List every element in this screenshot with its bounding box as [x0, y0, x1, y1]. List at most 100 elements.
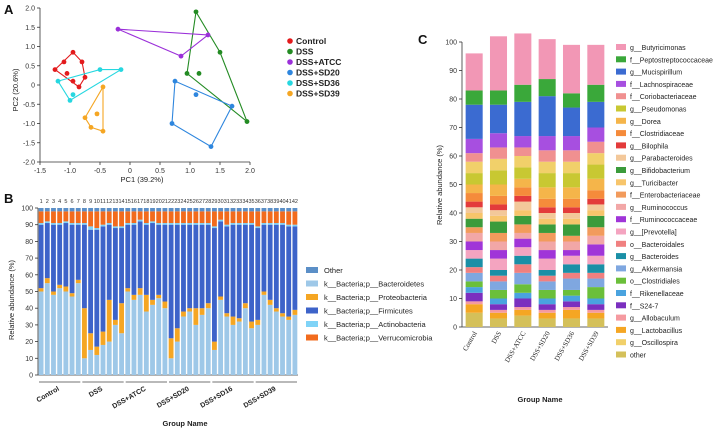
phylum-bar-segment: [143, 224, 149, 295]
panel-label-c: C: [418, 32, 428, 47]
genus-legend-swatch: [616, 44, 626, 50]
phylum-bar-segment: [44, 208, 50, 212]
phylum-sample-label: 33: [236, 199, 242, 205]
phylum-bar-segment: [174, 224, 180, 329]
phylum-bar-segment: [106, 211, 112, 224]
genus-legend-swatch: [616, 277, 626, 284]
genus-bar-segment: [562, 278, 581, 290]
phylum-bar-segment: [267, 299, 273, 305]
phylum-bar-segment: [51, 223, 56, 225]
phylum-bar-segment: [168, 223, 174, 225]
pca-legend-label: DSS: [296, 47, 314, 57]
genus-bar-segment: [489, 170, 508, 185]
genus-bar-segment: [562, 218, 581, 225]
genus-y-tick-label: 100: [445, 40, 457, 47]
pca-legend-label: DSS+SD20: [296, 68, 340, 78]
phylum-y-tick-label: 90: [25, 222, 33, 229]
pca-legend-marker: [287, 38, 293, 44]
phylum-bar-segment: [255, 324, 261, 375]
genus-bar-segment: [587, 215, 605, 228]
phylum-bar-segment: [162, 301, 168, 309]
phylum-sample-label: 42: [292, 199, 298, 205]
phylum-bar-segment: [193, 224, 199, 309]
genus-bar-segment: [465, 287, 483, 293]
phylum-bar-segment: [280, 208, 285, 212]
phylum-bar-segment: [94, 208, 100, 212]
phylum-bar-segment: [181, 224, 186, 312]
phylum-bar-segment: [218, 299, 224, 375]
genus-y-tick-label: 10: [449, 296, 457, 303]
phylum-bar-segment: [236, 211, 242, 224]
phylum-group-label: Control: [36, 386, 61, 405]
phylum-sample-label: 2: [46, 199, 49, 205]
phylum-sample-label: 13: [112, 199, 118, 205]
phylum-bar-segment: [69, 296, 75, 375]
phylum-sample-label: 41: [286, 199, 292, 205]
phylum-bar-segment: [212, 208, 217, 212]
genus-bar-segment: [587, 178, 605, 191]
genus-bar-segment: [538, 207, 556, 213]
genus-bar-segment: [538, 173, 556, 188]
phylum-bar-segment: [267, 223, 273, 225]
genus-legend-label: g__Dorea: [630, 119, 661, 126]
genus-bar-segment: [489, 104, 508, 134]
genus-bar-segment: [562, 309, 581, 319]
genus-legend-swatch: [616, 253, 626, 260]
genus-legend-swatch: [616, 228, 626, 235]
genus-bar-segment: [538, 150, 556, 162]
genus-bar-segment: [562, 187, 581, 199]
pca-point: [97, 67, 103, 72]
phylum-bar-segment: [261, 223, 267, 225]
phylum-legend-label: k__Bacteria;p__Bacteroidetes: [324, 280, 424, 289]
genus-y-tick-label: 50: [449, 182, 457, 189]
genus-bar-segment: [514, 136, 532, 148]
phylum-bar-segment: [193, 211, 199, 224]
genus-bar-segment: [587, 44, 605, 85]
phylum-bar-segment: [100, 331, 106, 345]
phylum-bar-segment: [156, 298, 162, 375]
genus-bar-segment: [514, 224, 532, 233]
phylum-bar-segment: [261, 224, 267, 292]
phylum-bar-segment: [230, 316, 236, 325]
phylum-bar-segment: [38, 291, 44, 375]
phylum-bar-segment: [187, 308, 193, 312]
genus-bar-segment: [465, 193, 483, 202]
phylum-bar-segment: [75, 223, 81, 225]
pca-y-tick-label: -0.5: [23, 102, 35, 109]
genus-bar-segment: [562, 224, 581, 236]
phylum-bar-segment: [187, 311, 193, 375]
phylum-bar-segment: [280, 223, 285, 225]
genus-legend-swatch: [616, 117, 626, 124]
pca-y-tick-label: 1.5: [25, 25, 35, 32]
genus-bar-segment: [538, 304, 556, 310]
phylum-bar-segment: [230, 224, 236, 317]
phylum-bar-segment: [156, 224, 162, 295]
genus-bar-segment: [587, 309, 605, 313]
phylum-bar-segment: [187, 224, 193, 309]
phylum-bar-segment: [168, 338, 174, 359]
pca-point: [79, 59, 85, 65]
genus-ylabel: Relative abundance (%): [435, 144, 444, 225]
phylum-bar-segment: [75, 279, 81, 284]
phylum-bar-segment: [230, 223, 236, 225]
genus-bar-segment: [587, 84, 605, 102]
phylum-bar-segment: [57, 223, 63, 225]
phylum-bar-segment: [181, 211, 186, 224]
genus-bar-segment: [562, 301, 581, 308]
phylum-bar-segment: [143, 223, 149, 225]
phylum-bar-segment: [119, 211, 124, 227]
pca-y-tick-label: 0: [31, 83, 35, 90]
phylum-legend-swatch: [306, 294, 318, 300]
genus-bar-segment: [562, 150, 581, 162]
pca-legend-label: DSS+SD36: [296, 78, 340, 88]
pca-point: [76, 84, 82, 90]
genus-bar-segment: [465, 213, 483, 219]
phylum-bar-segment: [218, 211, 224, 220]
phylum-bar-segment: [249, 224, 254, 322]
genus-bar-segment: [465, 267, 483, 273]
genus-bar-segment: [489, 158, 508, 171]
genus-bar-segment: [587, 235, 605, 245]
genus-bar-segment: [465, 104, 483, 139]
genus-legend-swatch: [616, 179, 626, 186]
genus-bar-segment: [514, 298, 532, 308]
